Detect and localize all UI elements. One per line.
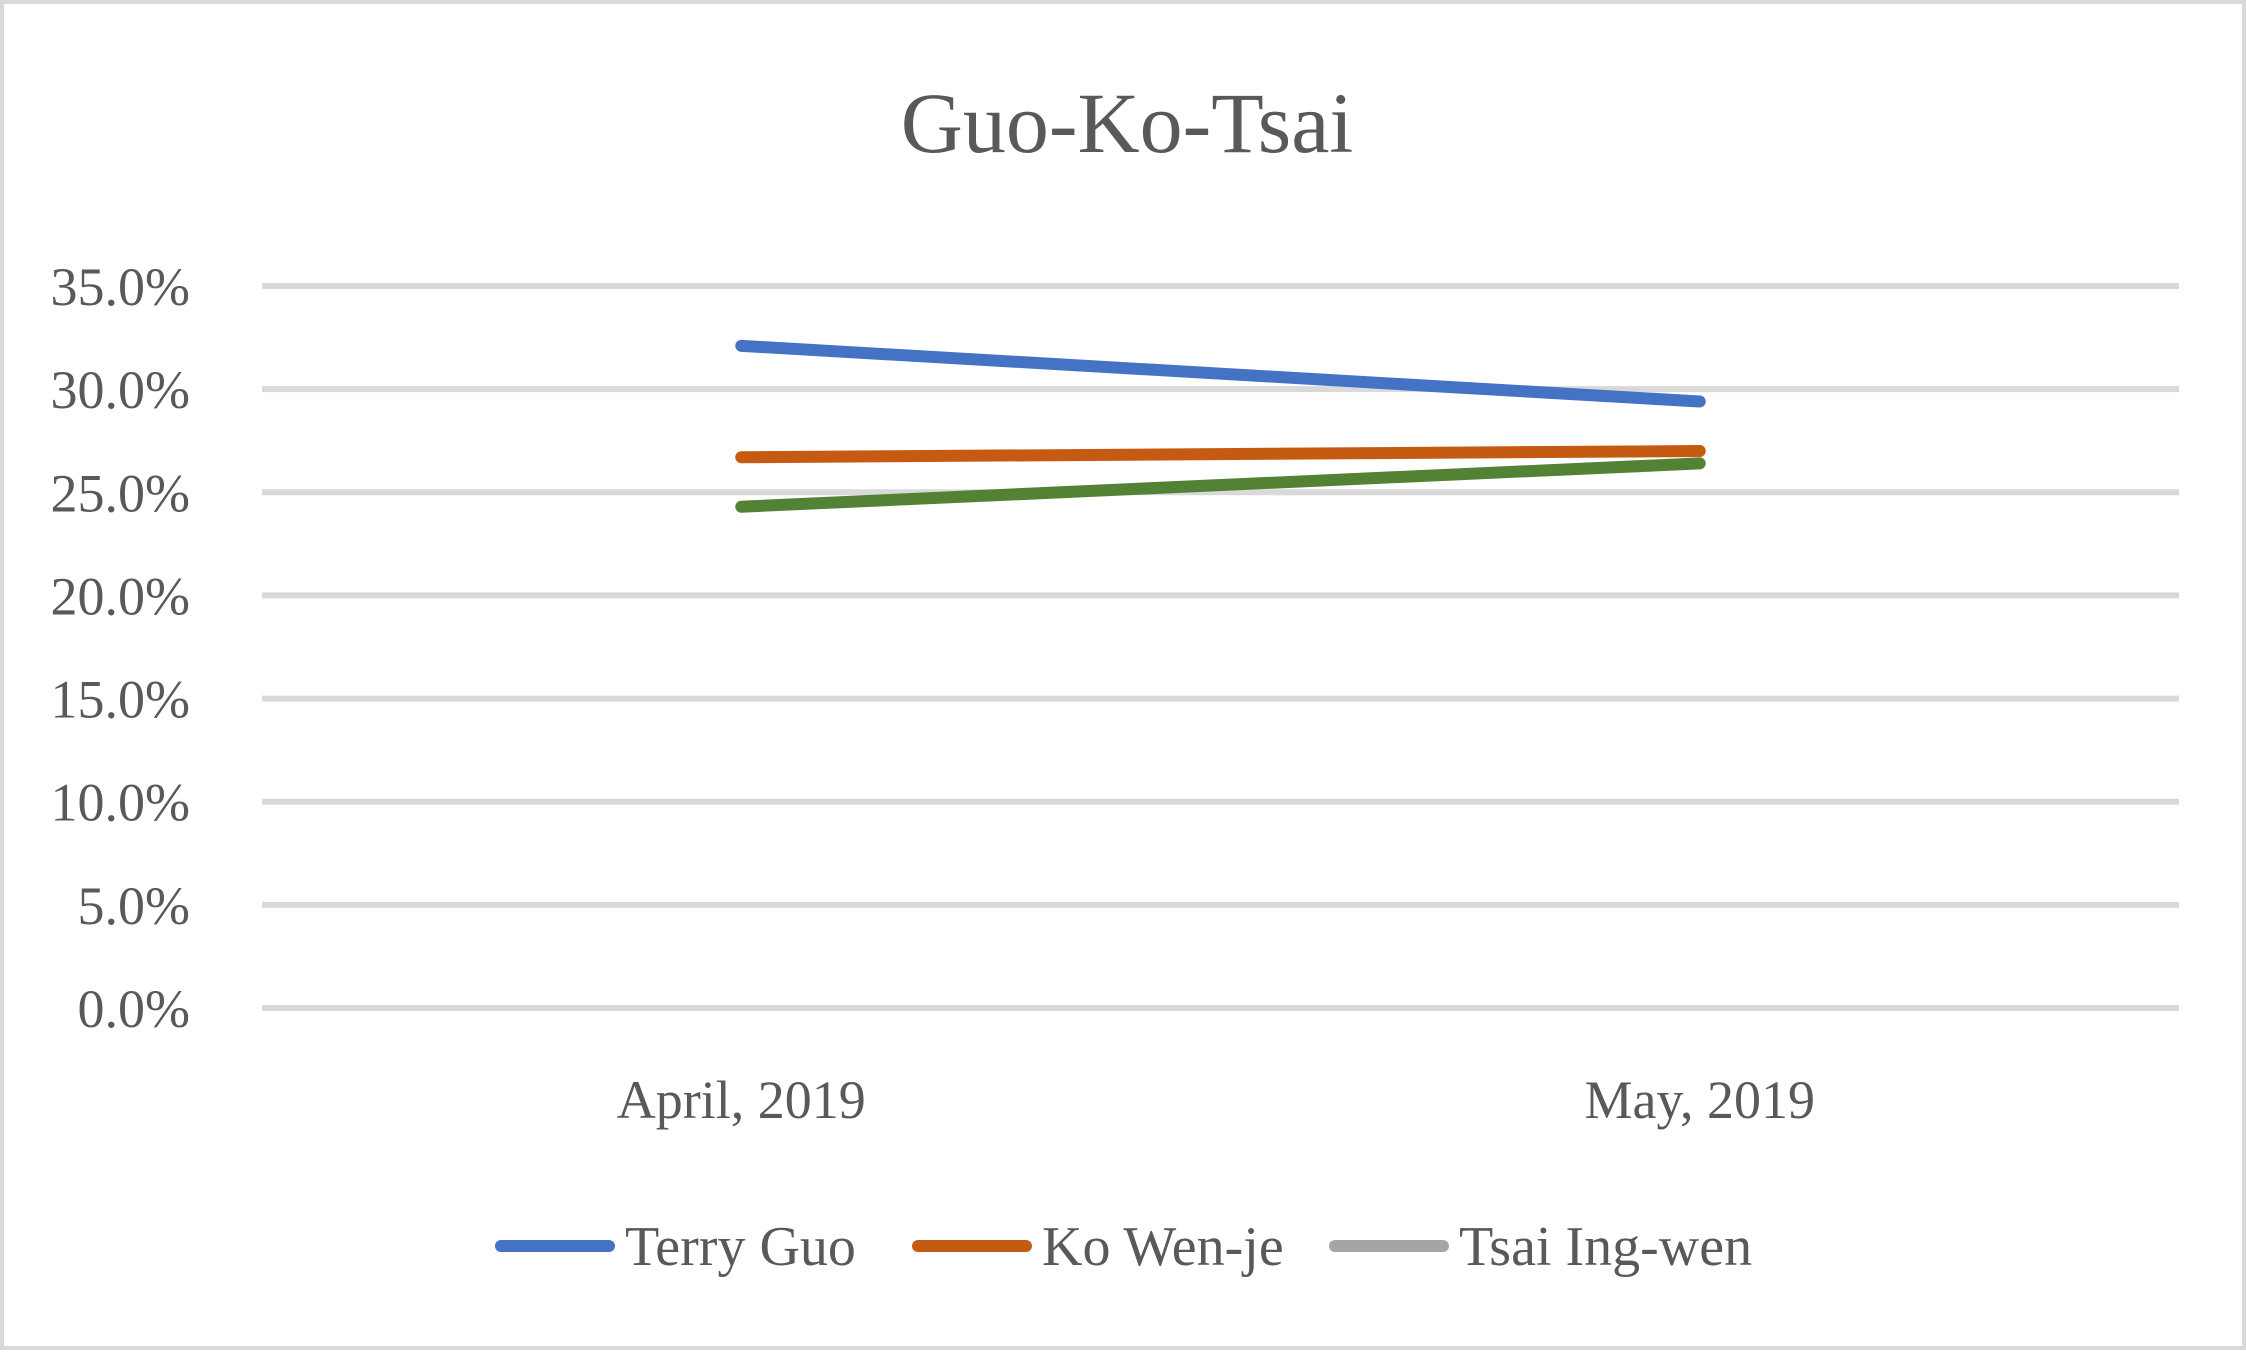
y-tick-label: 5.0% (78, 876, 190, 936)
chart-title: Guo-Ko-Tsai (901, 75, 1354, 171)
x-axis-tick-labels: April, 2019 May, 2019 (617, 1070, 1815, 1130)
gridlines (262, 283, 2179, 1011)
y-tick-label: 20.0% (51, 566, 190, 626)
line-chart: Guo-Ko-Tsai 0.0% 5.0% 10.0% 15.0% 20.0% 25.0%… (51, 75, 2179, 1278)
y-tick-label: 30.0% (51, 360, 190, 420)
series-line-0 (735, 339, 1706, 408)
legend-label: Tsai Ing-wen (1459, 1216, 1752, 1278)
series-line-2 (735, 457, 1706, 513)
legend-label: Terry Guo (625, 1216, 856, 1278)
series-line-1 (735, 445, 1706, 464)
y-axis-tick-labels: 0.0% 5.0% 10.0% 15.0% 20.0% 25.0% 30.0% 35.0% (51, 257, 190, 1039)
legend-label: Ko Wen-je (1042, 1216, 1284, 1278)
y-tick-label: 15.0% (51, 670, 190, 730)
x-tick-label: April, 2019 (617, 1070, 866, 1130)
x-tick-label: May, 2019 (1585, 1070, 1815, 1130)
y-tick-label: 25.0% (51, 463, 190, 523)
y-tick-label: 35.0% (51, 257, 190, 317)
y-tick-label: 0.0% (78, 979, 190, 1039)
legend: Terry Guo Ko Wen-je Tsai Ing-wen (495, 1216, 1752, 1278)
y-tick-label: 10.0% (51, 773, 190, 833)
series-lines (735, 339, 1706, 513)
